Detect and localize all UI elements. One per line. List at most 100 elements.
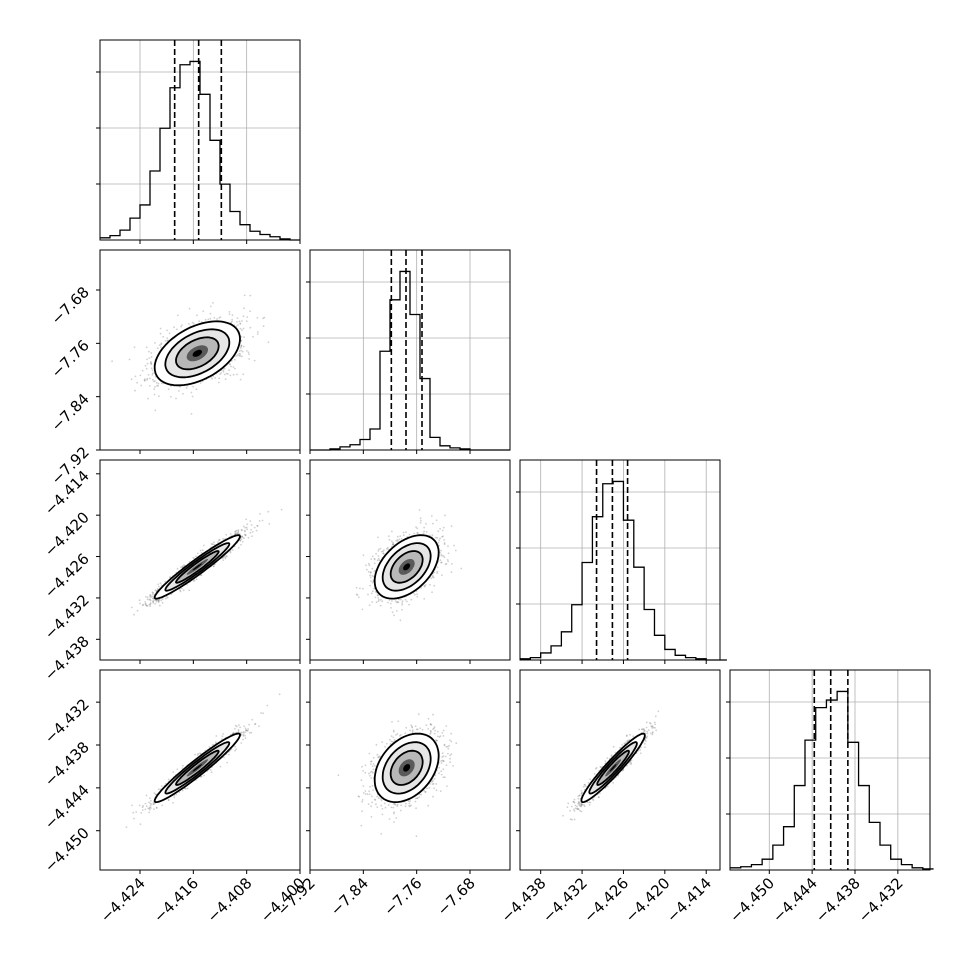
scatter-point xyxy=(241,320,243,322)
scatter-point xyxy=(377,555,380,557)
scatter-point xyxy=(228,369,231,372)
scatter-point xyxy=(158,344,161,346)
scatter-point xyxy=(234,727,236,730)
scatter-point xyxy=(393,614,395,617)
scatter-point xyxy=(400,538,403,540)
scatter-point xyxy=(222,538,225,540)
scatter-point xyxy=(130,606,133,609)
scatter-point xyxy=(196,552,199,555)
scatter-point xyxy=(388,535,390,537)
scatter-point xyxy=(371,574,374,577)
scatter-point xyxy=(433,584,436,587)
scatter-point xyxy=(227,373,229,375)
scatter-point xyxy=(406,600,408,603)
scatter-point xyxy=(245,526,248,529)
scatter-point xyxy=(243,307,245,310)
scatter-point xyxy=(362,587,364,590)
panel-frame-2-2 xyxy=(519,459,721,661)
scatter-point xyxy=(239,322,242,325)
histogram-step-3 xyxy=(730,690,934,870)
scatter-point xyxy=(249,294,252,297)
scatter-point xyxy=(391,600,393,602)
scatter-point xyxy=(231,320,233,323)
scatter-point xyxy=(159,327,162,330)
scatter-point xyxy=(369,584,371,587)
scatter-point xyxy=(222,369,225,372)
scatter-point xyxy=(441,529,444,532)
scatter-point xyxy=(453,544,455,547)
scatter-point xyxy=(377,536,379,539)
scatter-point xyxy=(397,540,399,543)
scatter-point xyxy=(154,342,156,344)
scatter-point xyxy=(149,377,151,380)
scatter-point xyxy=(146,358,148,361)
scatter-point xyxy=(374,596,377,599)
scatter-point xyxy=(249,326,252,329)
scatter-point xyxy=(241,350,244,353)
scatter-point xyxy=(147,397,150,400)
scatter-point xyxy=(236,321,238,323)
scatter-point xyxy=(359,587,361,590)
scatter-point xyxy=(375,601,378,604)
scatter-point xyxy=(430,515,433,517)
scatter-point xyxy=(166,596,169,599)
scatter-point xyxy=(136,609,139,612)
scatter-point xyxy=(248,358,251,360)
scatter-point xyxy=(238,354,241,357)
scatter-point xyxy=(159,332,162,335)
scatter-point xyxy=(190,391,193,394)
scatter-point xyxy=(166,329,169,332)
scatter-point xyxy=(188,589,191,592)
scatter-point xyxy=(425,523,427,525)
scatter-point xyxy=(391,530,393,533)
scatter-point xyxy=(218,538,221,541)
scatter-point xyxy=(369,571,372,574)
scatter-point xyxy=(190,413,193,415)
scatter-point xyxy=(243,294,246,297)
scatter-point xyxy=(222,370,225,373)
scatter-point xyxy=(157,382,160,385)
scatter-point xyxy=(164,339,167,342)
scatter-point xyxy=(154,409,157,412)
scatter-point xyxy=(241,541,244,543)
scatter-point xyxy=(416,527,419,530)
scatter-point xyxy=(146,596,149,599)
scatter-point xyxy=(232,366,235,368)
scatter-point xyxy=(446,559,449,561)
scatter-point xyxy=(195,578,198,581)
scatter-point xyxy=(355,593,358,596)
scatter-point xyxy=(378,559,381,562)
scatter-point xyxy=(201,549,204,552)
scatter-point xyxy=(183,564,185,566)
scatter-point xyxy=(139,374,142,377)
panel-frame-1-1 xyxy=(309,249,511,451)
scatter-point xyxy=(149,360,152,363)
scatter-point xyxy=(447,545,449,548)
scatter-point xyxy=(134,375,137,378)
scatter-point xyxy=(160,599,163,602)
scatter-point xyxy=(450,525,453,527)
scatter-point xyxy=(242,315,245,318)
scatter-point xyxy=(150,352,153,354)
scatter-point xyxy=(202,310,205,312)
scatter-point xyxy=(149,599,152,602)
scatter-point xyxy=(175,397,177,400)
scatter-point xyxy=(244,727,247,730)
scatter-point xyxy=(158,604,161,607)
scatter-panel-1-0 xyxy=(99,249,301,451)
scatter-point xyxy=(148,385,151,387)
scatter-point xyxy=(144,364,147,367)
scatter-point xyxy=(211,377,214,380)
scatter-point xyxy=(235,355,238,357)
scatter-point xyxy=(146,362,149,365)
scatter-point xyxy=(178,390,180,392)
scatter-point xyxy=(441,574,443,576)
scatter-point xyxy=(148,357,151,359)
scatter-point xyxy=(417,532,419,534)
scatter-point xyxy=(225,533,228,536)
scatter-point xyxy=(158,395,160,398)
scatter-point xyxy=(416,593,418,595)
scatter-panel-2-1 xyxy=(309,459,511,661)
scatter-point xyxy=(199,382,202,384)
scatter-point xyxy=(180,566,182,568)
